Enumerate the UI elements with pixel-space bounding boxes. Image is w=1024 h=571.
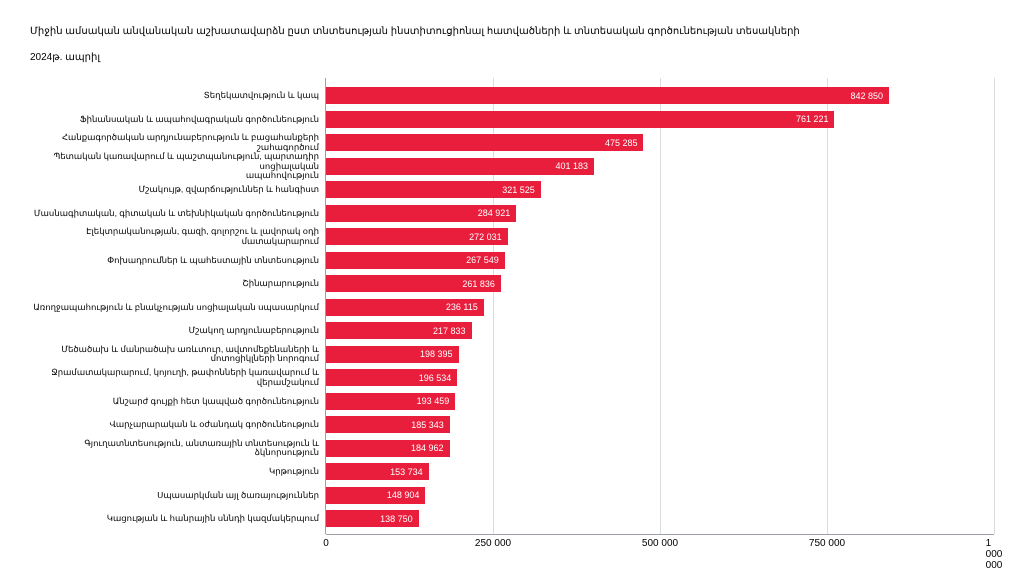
bar: 267 549 — [326, 252, 505, 269]
bar: 153 734 — [326, 463, 429, 480]
category-label: Կրթություն — [30, 460, 325, 484]
bar: 185 343 — [326, 416, 450, 433]
category-label: Շինարարություն — [30, 272, 325, 296]
bar-row: 184 962 — [326, 437, 994, 461]
x-axis: 0250 000500 000750 0001 000 000 — [326, 534, 994, 554]
category-label: Մեծածախ և մանրածախ առևտուր, ավտոմեքենանե… — [30, 343, 325, 367]
x-tick-label: 750 000 — [809, 538, 845, 549]
bar-row: 284 921 — [326, 202, 994, 226]
category-label: Մշակույթ, զվարճություններ և հանգիստ — [30, 178, 325, 202]
x-tick-label: 0 — [323, 538, 329, 549]
category-label: Ֆինանսական և ապահովագրական գործունեությո… — [30, 108, 325, 132]
category-label: Տեղեկատվություն և կապ — [30, 84, 325, 108]
category-label: Փոխադրումներ և պահեստային տնտեսություն — [30, 249, 325, 273]
x-tick-label: 1 000 000 — [986, 538, 1003, 571]
category-label: Սպասարկման այլ ծառայություններ — [30, 484, 325, 508]
bar-row: 272 031 — [326, 225, 994, 249]
bar-row: 148 904 — [326, 484, 994, 508]
category-label: Առողջապահություն և բնակչության սոցիալակա… — [30, 296, 325, 320]
chart-title-line1: Միջին ամսական անվանական աշխատավարձն ըստ … — [30, 26, 800, 37]
bar-row: 185 343 — [326, 413, 994, 437]
bar: 261 836 — [326, 275, 501, 292]
bar-row: 198 395 — [326, 343, 994, 367]
bar-row: 193 459 — [326, 390, 994, 414]
bar-row: 401 183 — [326, 155, 994, 179]
bar: 148 904 — [326, 487, 425, 504]
bar-row: 321 525 — [326, 178, 994, 202]
chart-plot-area: Տեղեկատվություն և կապՖինանսական և ապահով… — [30, 78, 994, 534]
bar: 198 395 — [326, 346, 459, 363]
x-axis-line — [326, 534, 994, 535]
bar: 284 921 — [326, 205, 516, 222]
bar: 184 962 — [326, 440, 450, 457]
chart-title: Միջին ամսական անվանական աշխատավարձն ըստ … — [30, 12, 994, 64]
bar-row: 217 833 — [326, 319, 994, 343]
chart-container: Միջին ամսական անվանական աշխատավարձն ըստ … — [0, 0, 1024, 549]
chart-title-line2: 2024թ. ապրիլ — [30, 52, 100, 63]
category-label: Գյուղատնտեսություն, անտառային տնտեսությո… — [30, 437, 325, 461]
category-label: Պետական կառավարում և պաշտպանություն, պար… — [30, 155, 325, 179]
bar: 272 031 — [326, 228, 508, 245]
bars-inner: 842 850 761 221 475 285 401 183 321 525 284 9… — [326, 84, 994, 531]
category-label: Մշակող արդյունաբերություն — [30, 319, 325, 343]
bar-row: 761 221 — [326, 108, 994, 132]
category-label: Անշարժ գույքի հետ կապված գործունեություն — [30, 390, 325, 414]
bar: 138 750 — [326, 510, 419, 527]
bar-row: 475 285 — [326, 131, 994, 155]
bar: 475 285 — [326, 134, 643, 151]
category-label: Մասնագիտական, գիտական և տեխնիկական գործո… — [30, 202, 325, 226]
bar: 236 115 — [326, 299, 484, 316]
grid-line — [994, 78, 995, 534]
category-label: Կացության և հանրային սննդի կազմակերպում — [30, 507, 325, 531]
bars-region: 842 850 761 221 475 285 401 183 321 525 284 9… — [325, 78, 994, 534]
bar-row: 196 534 — [326, 366, 994, 390]
bar: 217 833 — [326, 322, 472, 339]
bar: 401 183 — [326, 158, 594, 175]
bar: 321 525 — [326, 181, 541, 198]
bar-row: 153 734 — [326, 460, 994, 484]
bar-row: 261 836 — [326, 272, 994, 296]
bar: 196 534 — [326, 369, 457, 386]
y-axis-labels: Տեղեկատվություն և կապՖինանսական և ապահով… — [30, 78, 325, 534]
bar: 193 459 — [326, 393, 455, 410]
category-label: Էլեկտրականության, գազի, գոլորշու և լավոր… — [30, 225, 325, 249]
x-tick-label: 500 000 — [642, 538, 678, 549]
bar: 761 221 — [326, 111, 834, 128]
category-label: Ջրամատակարարում, կոյուղի, թափոնների կառա… — [30, 366, 325, 390]
bar-row: 236 115 — [326, 296, 994, 320]
category-label: Վարչարարական և օժանդակ գործունեություն — [30, 413, 325, 437]
bar-row: 267 549 — [326, 249, 994, 273]
x-tick-label: 250 000 — [475, 538, 511, 549]
bar-row: 138 750 — [326, 507, 994, 531]
bar: 842 850 — [326, 87, 889, 104]
bar-row: 842 850 — [326, 84, 994, 108]
